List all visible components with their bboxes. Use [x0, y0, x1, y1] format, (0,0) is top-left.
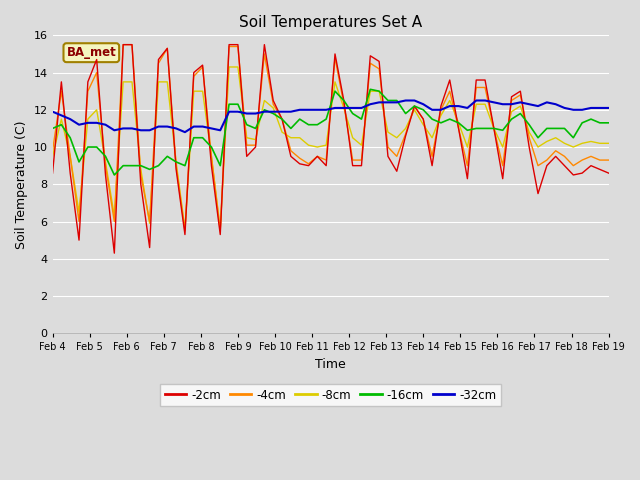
Text: BA_met: BA_met — [67, 46, 116, 59]
Legend: -2cm, -4cm, -8cm, -16cm, -32cm: -2cm, -4cm, -8cm, -16cm, -32cm — [160, 384, 501, 406]
X-axis label: Time: Time — [316, 358, 346, 371]
Title: Soil Temperatures Set A: Soil Temperatures Set A — [239, 15, 422, 30]
Y-axis label: Soil Temperature (C): Soil Temperature (C) — [15, 120, 28, 249]
